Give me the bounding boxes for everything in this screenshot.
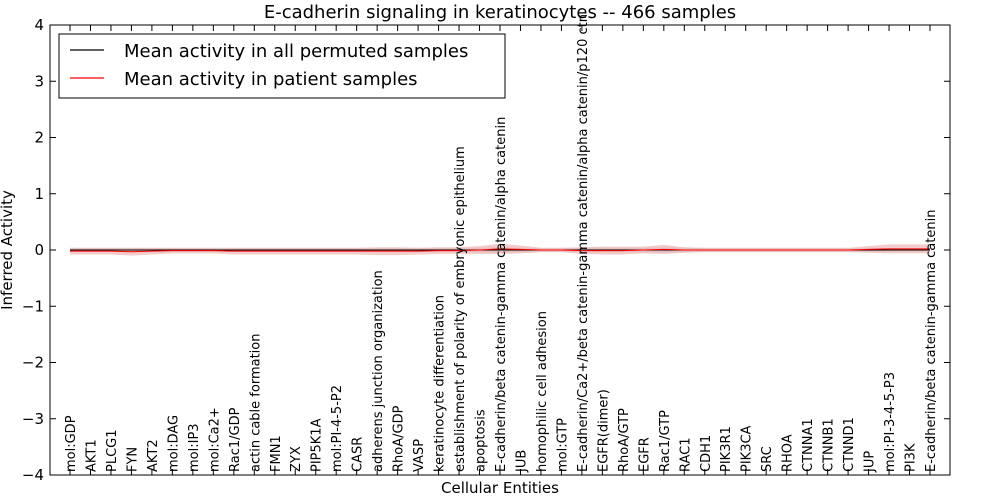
x-tick-label: mol:PI-4-5-P2 <box>330 385 345 472</box>
series-line-patient <box>70 248 930 253</box>
x-tick-label: E-cadherin/beta catenin-gamma catenin/al… <box>494 117 509 472</box>
plot-frame <box>49 24 951 476</box>
axis-ticks <box>50 24 950 476</box>
x-tick-label: mol:PI-3-4-5-P3 <box>883 372 898 472</box>
x-tick-label: apoptosis <box>474 409 489 472</box>
x-tick-label: homophilic cell adhesion <box>535 311 550 472</box>
x-tick-label: E-cadherin/beta catenin-gamma catenin <box>924 210 939 472</box>
legend-box <box>58 33 506 99</box>
x-tick-label: PIK3CA <box>740 425 755 472</box>
y-tick-label: −2 <box>22 354 44 372</box>
series-lines <box>70 248 930 253</box>
x-tick-label: RHOA <box>781 434 796 472</box>
y-tick-label: −1 <box>22 297 44 315</box>
x-tick-label: mol:GDP <box>64 415 79 472</box>
x-tick-label: JUP <box>863 451 878 473</box>
x-tick-label: CTNNB1 <box>822 418 837 472</box>
x-tick-label: PIK3R1 <box>719 426 734 472</box>
x-tick-label: FMN1 <box>269 435 284 472</box>
x-tick-label: JUB <box>515 450 530 473</box>
x-tick-label: CTNND1 <box>842 417 857 472</box>
y-tick-label: 3 <box>34 72 44 90</box>
x-tick-label: EGFR(dimer) <box>596 389 611 472</box>
x-tick-label: mol:Ca2+ <box>207 407 222 472</box>
x-tick-label: CASR <box>351 437 366 472</box>
x-tick-label: CTNNA1 <box>801 418 816 472</box>
y-axis-label: Inferred Activity <box>0 190 16 310</box>
y-tick-labels: 4 3 2 1 0 −1 −2 −3 −4 <box>22 16 44 484</box>
x-tick-label: mol:DAG <box>166 415 181 472</box>
x-tick-label: RAC1 <box>678 437 693 472</box>
y-tick-label: 2 <box>34 129 44 147</box>
x-tick-label: ZYX <box>289 446 304 472</box>
x-tick-label: Rac1/GDP <box>228 407 243 472</box>
x-tick-labels: mol:GDP AKT1 PLCG1 FYN AKT2 mol:DAG mol:IP3 mol… <box>64 14 939 473</box>
x-tick-label: VASP <box>412 439 427 472</box>
x-tick-label: adherens junction organization <box>371 270 386 472</box>
legend-label-permuted: Mean activity in all permuted samples <box>124 41 468 62</box>
x-tick-label: AKT1 <box>85 439 100 472</box>
y-tick-label: 4 <box>34 16 44 34</box>
y-tick-label: 1 <box>34 185 44 203</box>
chart-title: E-cadherin signaling in keratinocytes --… <box>264 2 736 23</box>
x-tick-label: PLCG1 <box>105 429 120 472</box>
x-tick-label: EGFR <box>637 437 652 472</box>
legend: Mean activity in all permuted samples Me… <box>58 33 506 99</box>
x-tick-label: mol:GTP <box>555 418 570 472</box>
x-tick-label: PI3K <box>904 443 919 472</box>
y-tick-label: −3 <box>22 410 44 428</box>
x-tick-label: RhoA/GTP <box>617 408 632 472</box>
x-tick-label: Rac1/GTP <box>658 410 673 472</box>
legend-label-patient: Mean activity in patient samples <box>124 69 418 90</box>
x-tick-label: CDH1 <box>699 435 714 472</box>
x-axis-label: Cellular Entities <box>441 479 559 497</box>
x-tick-label: FYN <box>125 447 140 472</box>
x-tick-label: RhoA/GDP <box>392 405 407 472</box>
x-tick-label: actin cable formation <box>248 334 263 472</box>
x-tick-label: SRC <box>760 446 775 472</box>
x-tick-label: establishment of polarity of embryonic e… <box>453 146 468 472</box>
x-tick-label: E-cadherin/Ca2+/beta catenin-gamma caten… <box>576 14 591 472</box>
x-tick-label: AKT2 <box>146 439 161 472</box>
y-tick-label: −4 <box>22 466 44 484</box>
y-tick-label: 0 <box>34 241 44 259</box>
x-tick-label: mol:IP3 <box>187 423 202 472</box>
x-tick-label: PIP5K1A <box>310 418 325 472</box>
x-tick-label: keratinocyte differentiation <box>433 295 448 472</box>
